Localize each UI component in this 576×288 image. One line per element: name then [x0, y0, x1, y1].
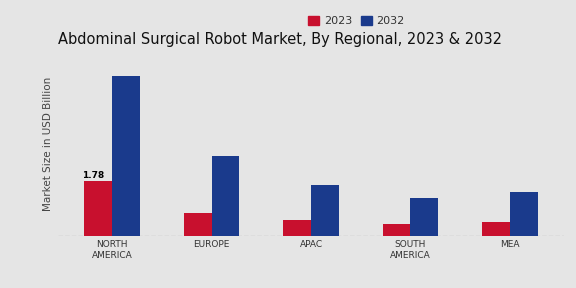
Bar — [112, 76, 140, 236]
Y-axis label: Market Size in USD Billion: Market Size in USD Billion — [43, 77, 54, 211]
Bar — [482, 222, 510, 236]
Bar — [184, 213, 211, 236]
Bar — [382, 224, 411, 236]
Legend: 2023, 2032: 2023, 2032 — [304, 11, 409, 31]
Bar — [311, 185, 339, 236]
Text: 1.78: 1.78 — [82, 171, 105, 180]
Bar — [283, 220, 311, 236]
Bar — [211, 156, 240, 236]
Bar — [411, 198, 438, 236]
Bar — [85, 181, 112, 236]
Text: Abdominal Surgical Robot Market, By Regional, 2023 & 2032: Abdominal Surgical Robot Market, By Regi… — [58, 31, 502, 46]
Bar — [510, 192, 537, 236]
